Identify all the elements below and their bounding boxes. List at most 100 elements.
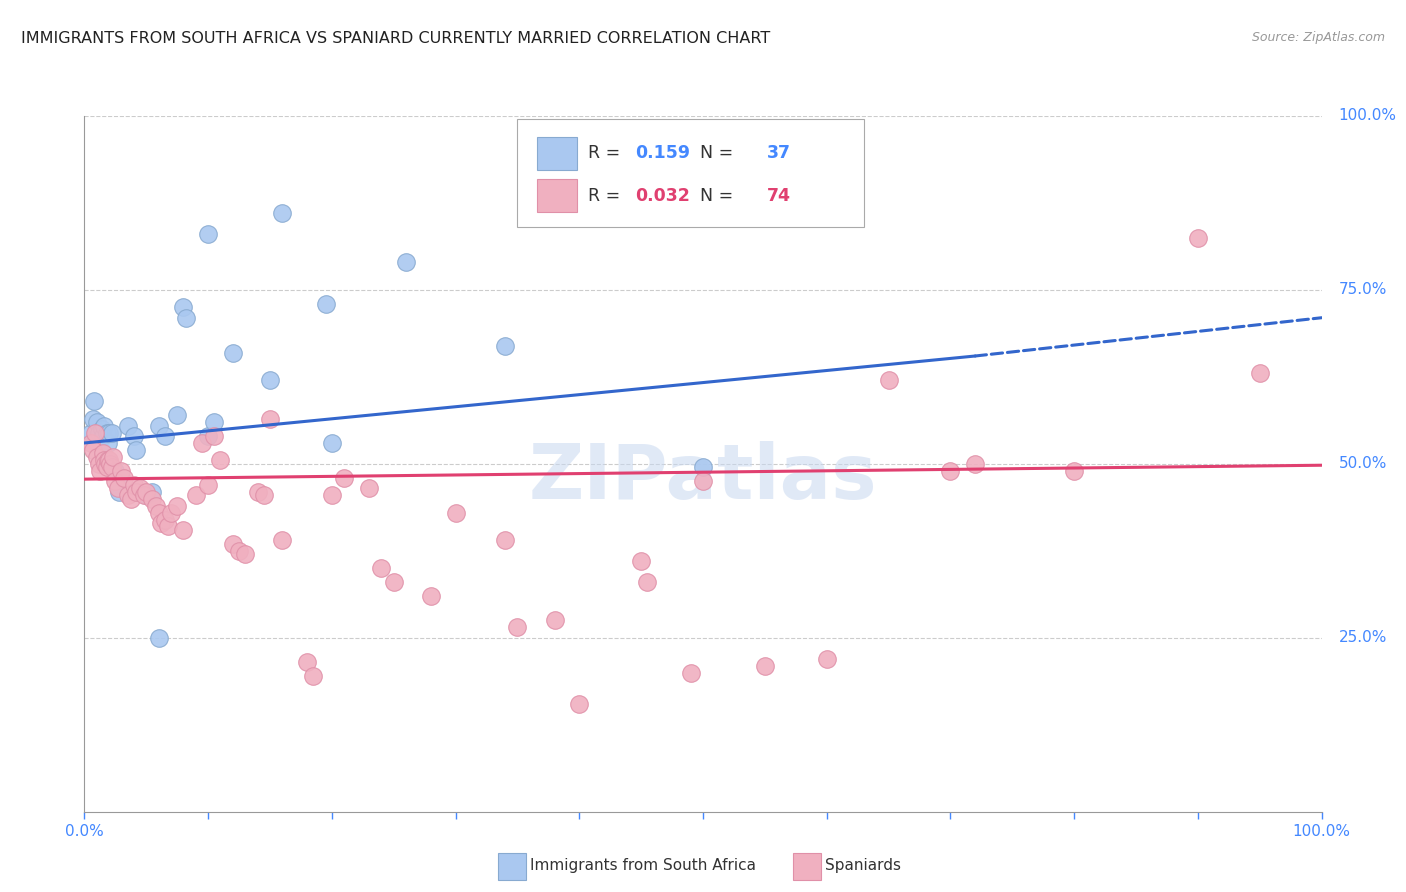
Text: N =: N = [689,145,740,162]
Point [148,418,170,433]
Point [100,460,122,475]
Point [295,655,318,669]
Point [101,450,124,464]
Point [222,345,245,359]
Point [125,442,148,457]
Point [965,457,987,471]
Point [197,227,219,242]
Point [96,425,118,440]
FancyBboxPatch shape [517,120,863,227]
Text: N =: N = [689,186,740,204]
Text: 25.0%: 25.0% [1339,631,1386,645]
Point [222,537,245,551]
Point [166,408,188,422]
Point [197,429,219,443]
Point [302,669,325,683]
Point [122,429,145,443]
Point [93,418,115,433]
Point [568,697,591,711]
Text: R =: R = [588,145,626,162]
Point [543,614,565,628]
Point [1249,367,1271,381]
Point [636,575,658,590]
Point [89,457,111,471]
Point [679,665,702,680]
Point [122,477,145,491]
Point [86,415,108,429]
Point [89,464,111,478]
Point [110,471,132,485]
Point [104,464,127,478]
Point [172,300,194,315]
Point [135,488,157,502]
Point [129,481,152,495]
Point [333,471,356,485]
Point [110,464,132,478]
Point [253,488,276,502]
Point [1187,231,1209,245]
Point [148,631,170,645]
Point [815,651,838,665]
FancyBboxPatch shape [498,853,526,880]
Point [82,411,104,425]
Point [197,477,219,491]
Point [395,255,418,269]
Point [191,436,214,450]
Point [84,425,107,440]
Point [82,442,104,457]
Point [357,481,380,495]
Point [271,533,294,548]
Text: Immigrants from South Africa: Immigrants from South Africa [530,858,756,872]
Point [86,450,108,464]
Point [259,373,281,387]
Point [117,488,139,502]
Point [259,411,281,425]
Text: 75.0%: 75.0% [1339,283,1386,297]
Point [153,512,176,526]
Point [506,620,529,634]
Text: ZIPatlas: ZIPatlas [529,441,877,515]
FancyBboxPatch shape [537,179,576,212]
Point [90,422,112,436]
Point [117,418,139,433]
Point [692,475,714,489]
Point [419,589,441,603]
Point [107,481,129,495]
Text: R =: R = [588,186,626,204]
Text: Source: ZipAtlas.com: Source: ZipAtlas.com [1251,31,1385,45]
Point [370,561,392,575]
Text: 0.032: 0.032 [636,186,690,204]
Point [877,373,900,387]
Point [939,464,962,478]
FancyBboxPatch shape [793,853,821,880]
Point [97,453,120,467]
Point [321,488,343,502]
Point [1063,464,1085,478]
Text: Spaniards: Spaniards [825,858,901,872]
Text: 50.0%: 50.0% [1339,457,1386,471]
Point [271,206,294,220]
Text: 74: 74 [768,186,792,204]
Point [202,415,225,429]
Point [494,338,516,352]
Point [141,484,163,499]
Point [754,658,776,673]
Point [83,394,105,409]
Point [79,436,101,450]
Point [91,429,114,443]
Point [98,425,121,440]
Point [98,457,121,471]
Point [494,533,516,548]
Point [172,523,194,537]
Point [148,506,170,520]
Point [91,446,114,460]
Text: 37: 37 [768,145,792,162]
Point [100,425,122,440]
Text: 0.159: 0.159 [636,145,690,162]
Point [104,475,127,489]
Point [150,516,173,530]
Point [93,453,115,467]
Point [174,310,197,325]
Point [166,499,188,513]
Point [321,436,343,450]
